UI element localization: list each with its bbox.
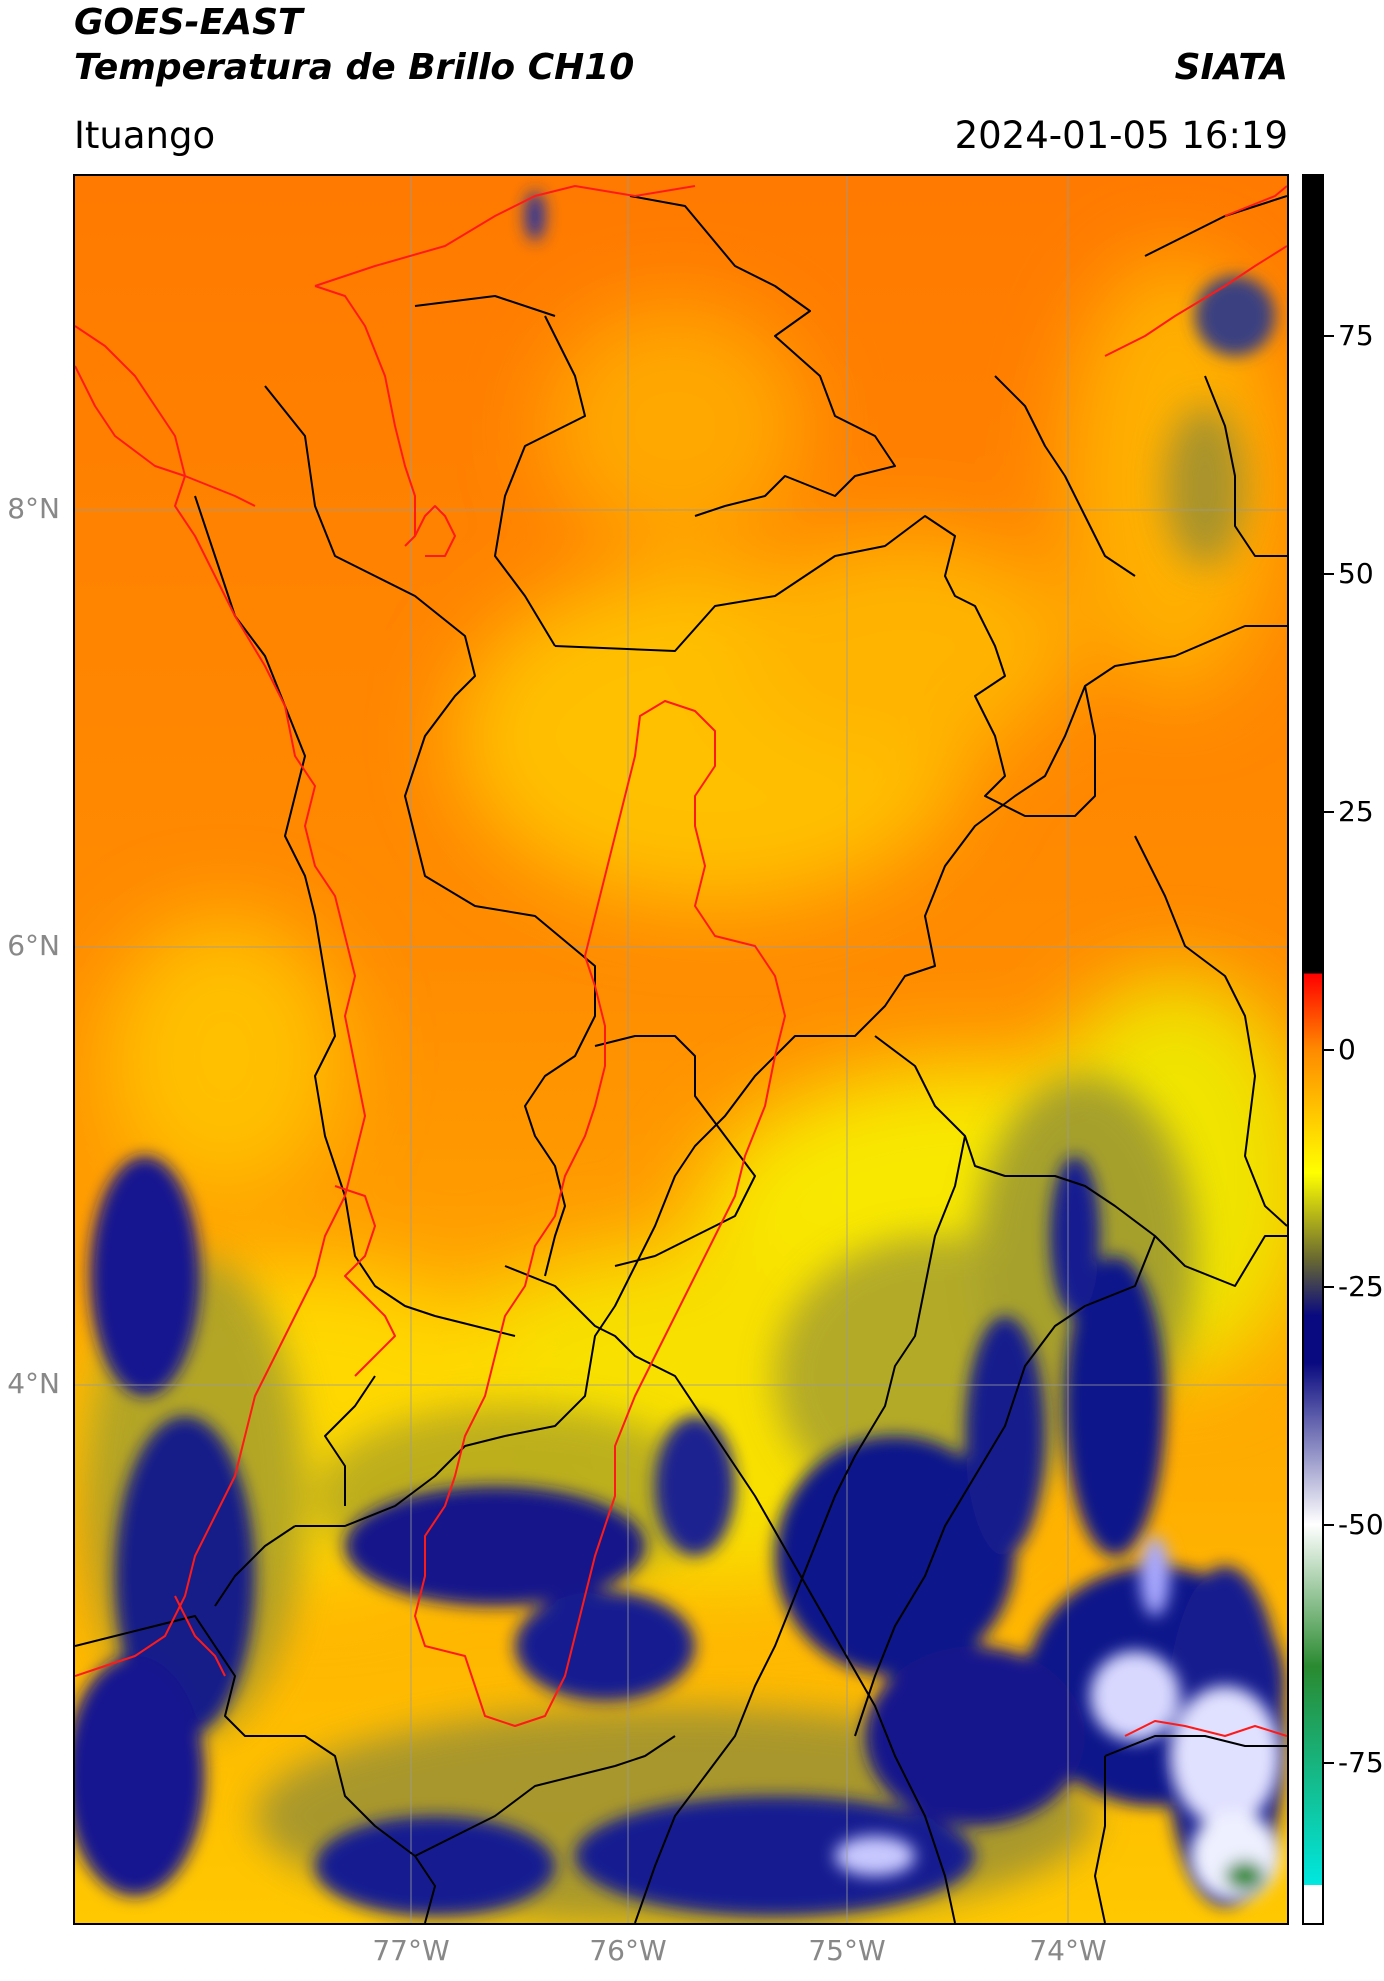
colorbar-tick-label: -75 — [1338, 1746, 1384, 1780]
department-boundaries — [75, 195, 1287, 1923]
colorbar-tick — [1324, 810, 1334, 813]
colorbar-tick — [1324, 334, 1334, 337]
lat-label-8n: 8°N — [7, 492, 60, 525]
map-panel — [73, 174, 1289, 1925]
colorbar-tick — [1324, 1762, 1334, 1765]
colorbar-tick-label: -25 — [1338, 1270, 1384, 1304]
lon-label-74w: 74°W — [1029, 1934, 1107, 1967]
lon-label-77w: 77°W — [372, 1934, 450, 1967]
colorbar-tick-label: 50 — [1338, 556, 1374, 590]
title-block: GOES-EAST Temperatura de Brillo CH10 — [74, 0, 634, 90]
colorbar-tick — [1324, 1286, 1334, 1289]
product-title: Temperatura de Brillo CH10 — [74, 47, 635, 88]
coastline-red — [75, 185, 1287, 1737]
satellite-title: GOES-EAST — [74, 2, 303, 43]
colorbar-tick — [1324, 1524, 1334, 1527]
lon-label-75w: 75°W — [808, 1934, 886, 1967]
colorbar-tick-label: -50 — [1338, 1508, 1384, 1542]
colorbar-tick — [1324, 1048, 1334, 1051]
colorbar-tick — [1324, 572, 1334, 575]
lat-label-6n: 6°N — [7, 929, 60, 962]
datetime-label: 2024-01-05 16:19 — [954, 114, 1288, 157]
brand-label: SIATA — [1174, 47, 1288, 88]
colorbar-tick-label: 75 — [1338, 318, 1374, 352]
colorbar-tick-label: 0 — [1338, 1032, 1356, 1066]
lon-label-76w: 76°W — [589, 1934, 667, 1967]
colorbar — [1302, 174, 1324, 1925]
colorbar-tick-label: 25 — [1338, 794, 1374, 828]
location-label: Ituango — [74, 114, 216, 157]
ituango-region-outline — [414, 700, 786, 1727]
brightness-temperature-map — [75, 176, 1287, 1923]
coldest-cores — [835, 1536, 1280, 1901]
lat-label-4n: 4°N — [7, 1367, 60, 1400]
